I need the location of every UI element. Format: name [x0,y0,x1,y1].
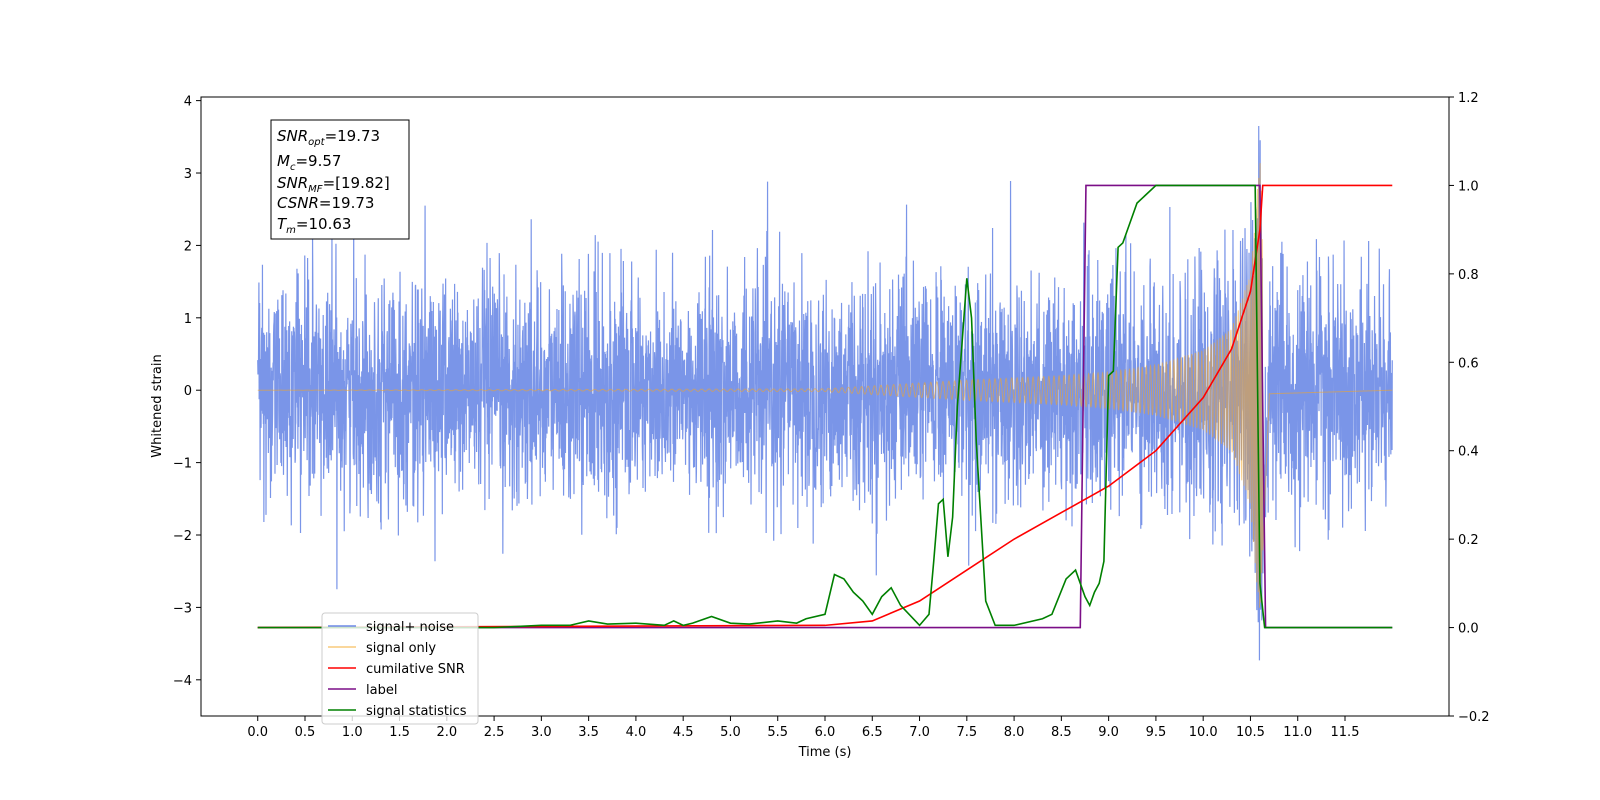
annotation-base: T [277,215,288,233]
y-tick-label: 3 [184,167,192,182]
x-tick-label: 6.5 [862,725,883,740]
y2-tick-label: 0.6 [1458,356,1479,371]
x-tick-label: 1.5 [389,725,410,740]
y-tick-label: −2 [173,529,192,544]
legend-item-label: signal+ noise [366,620,454,635]
annotation-base: SNR [277,174,308,192]
annotation-sub: m [286,225,296,236]
annotation-line: Tm=10.63 [277,215,351,236]
series-signal-noise-line [257,125,1393,661]
y2-tick-label: 1.2 [1458,91,1479,106]
x-tick-label: 10.5 [1236,725,1265,740]
annotation-line: SNRopt=19.73 [277,127,380,148]
y-tick-label: 1 [184,312,192,327]
legend: signal+ noise signal only cumilative SNR la… [321,612,479,725]
legend-item-label: signal statistics [366,704,467,719]
annotation-line: SNRMF=[19.82] [277,174,390,195]
legend-item-label: label [366,683,397,698]
x-tick-label: 3.0 [531,725,552,740]
legend-item-label: signal only [366,641,436,656]
x-tick-label: 7.0 [909,725,930,740]
x-tick-label: 8.0 [1004,725,1025,740]
legend-frame [321,612,479,725]
y2-tick-label: 1.0 [1458,179,1479,194]
legend-item-label: cumilative SNR [366,662,465,677]
annotation-value: =19.73 [319,194,375,212]
x-tick-label: 11.0 [1283,725,1312,740]
x-tick-label: 5.5 [767,725,788,740]
annotation-base: M [277,152,290,170]
x-tick-label: 6.0 [815,725,836,740]
x-tick-label: 1.0 [342,725,363,740]
annotation-sub: opt [308,137,325,148]
x-axis-label: Time (s) [798,745,852,760]
series-layer [257,125,1393,661]
annotation-line: CSNR=19.73 [277,194,374,212]
annotation-sub: MF [308,184,323,195]
y2-axis: 1.2 1.0 0.8 0.6 0.4 0.2 0.0 −0.2 [1449,91,1490,725]
series-cumulative-snr-line [257,184,1393,629]
x-tick-label: 7.5 [956,725,977,740]
series-signal-statistics-line [257,184,1393,629]
x-tick-label: 0.0 [247,725,268,740]
y-tick-label: 0 [184,384,192,399]
x-tick-label: 2.5 [484,725,505,740]
annotation-line: Mc=9.57 [277,152,341,173]
y2-tick-label: 0.2 [1458,533,1479,548]
y-tick-label: −3 [173,601,192,616]
y2-tick-label: 0.8 [1458,268,1479,283]
y-tick-label: 2 [184,239,192,254]
annotation-sub: c [290,162,296,173]
annotation-value: =[19.82] [323,174,390,192]
x-tick-label: 9.5 [1146,725,1167,740]
y-axis-label: Whitened strain [150,354,165,457]
y2-tick-label: 0.0 [1458,622,1479,637]
annotation-base: SNR [277,127,308,145]
x-tick-label: 11.5 [1331,725,1360,740]
y2-tick-label: −0.2 [1458,710,1490,725]
y-tick-label: 4 [184,95,192,110]
x-tick-label: 4.0 [626,725,647,740]
y-axis: 4 3 2 1 0 −1 −2 −3 −4 [173,95,201,689]
x-axis: 0.0 0.5 1.0 1.5 2.0 2.5 3.0 3.5 4.0 4.5 5.0 5.5 6.0 6… [247,716,1359,740]
annotation-box: SNRopt=19.73Mc=9.57SNRMF=[19.82]CSNR=19.… [270,119,410,240]
x-tick-label: 9.0 [1098,725,1119,740]
annotation-value: =9.57 [295,152,341,170]
y-tick-label: −4 [173,674,192,689]
annotation-value: =10.63 [296,215,352,233]
series-signal-only-line [257,163,1393,608]
x-tick-label: 8.5 [1051,725,1072,740]
annotation-value: =19.73 [325,127,381,145]
y2-tick-label: 0.4 [1458,445,1479,460]
x-tick-label: 0.5 [295,725,316,740]
x-tick-label: 2.0 [436,725,457,740]
x-tick-label: 3.5 [578,725,599,740]
annotation-base: CSNR [277,194,319,212]
x-tick-label: 10.0 [1189,725,1218,740]
x-tick-label: 5.0 [720,725,741,740]
x-tick-label: 4.5 [673,725,694,740]
annotation-box-frame [270,119,410,240]
y-tick-label: −1 [173,457,192,472]
